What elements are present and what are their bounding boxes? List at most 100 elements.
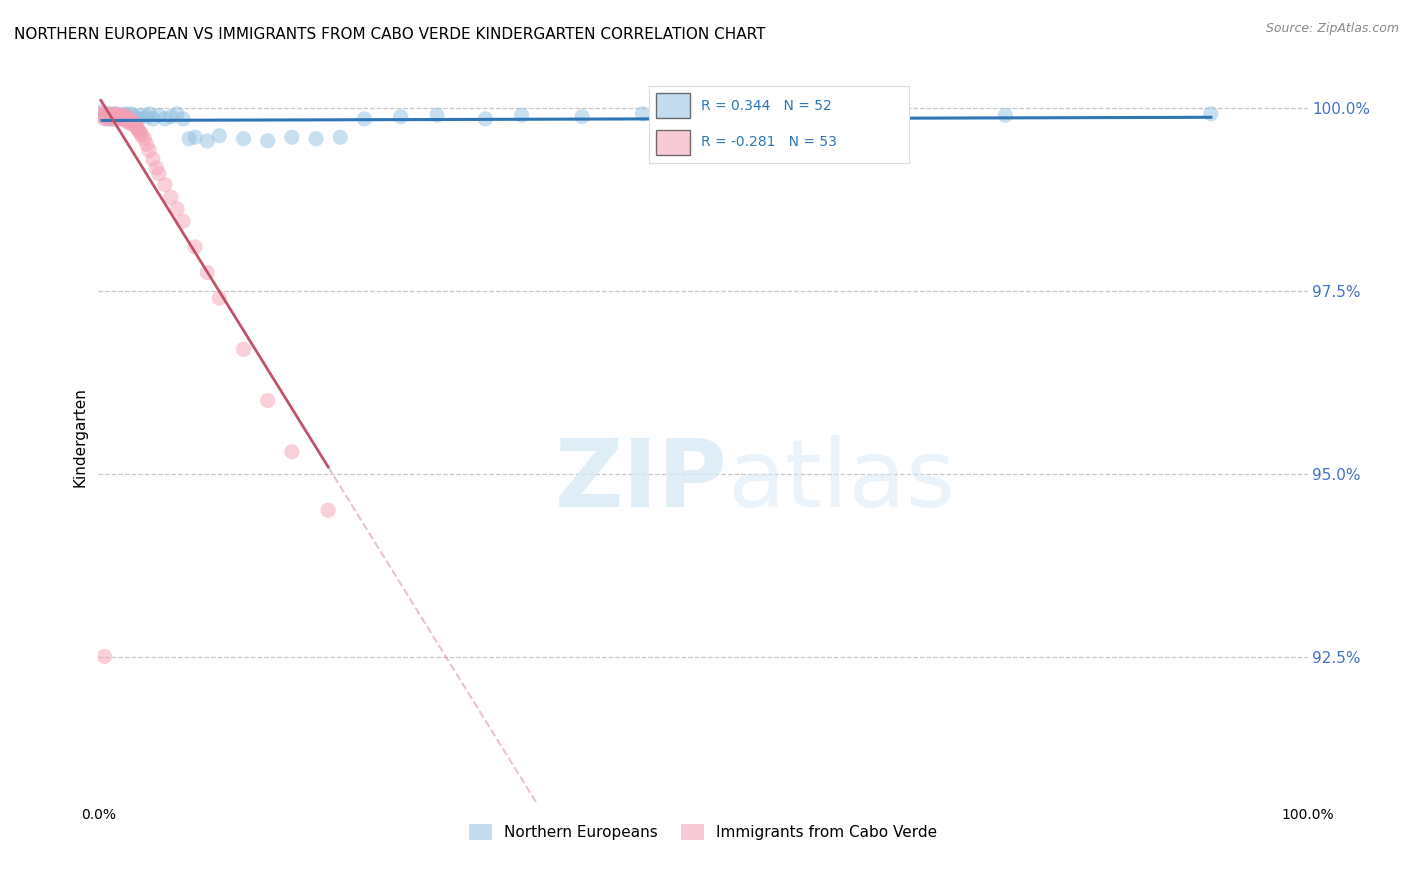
Point <box>281 130 304 145</box>
Point <box>97 110 120 124</box>
Point <box>631 107 654 121</box>
Point <box>98 107 121 121</box>
Point <box>142 112 165 126</box>
Point <box>105 112 128 126</box>
Point <box>160 110 183 124</box>
Point <box>94 108 117 122</box>
Point <box>316 503 339 517</box>
Point <box>96 107 118 121</box>
Point <box>114 112 136 126</box>
Point <box>134 131 156 145</box>
Point <box>160 190 183 204</box>
Point <box>100 108 122 122</box>
Point <box>100 108 122 122</box>
Point <box>90 107 112 121</box>
Point <box>96 112 118 126</box>
Point <box>208 128 231 143</box>
Point <box>91 104 114 119</box>
Legend: Northern Europeans, Immigrants from Cabo Verde: Northern Europeans, Immigrants from Cabo… <box>463 818 943 847</box>
Point <box>101 112 124 126</box>
Point <box>100 112 122 126</box>
Point <box>120 117 142 131</box>
Point <box>91 110 114 124</box>
Point <box>103 108 125 122</box>
Point <box>994 108 1017 122</box>
Point <box>111 108 134 122</box>
Point <box>114 107 136 121</box>
Point <box>692 108 714 122</box>
Point <box>153 112 176 126</box>
Point <box>117 110 139 124</box>
Point <box>131 128 153 143</box>
Point <box>208 291 231 305</box>
Point <box>93 649 115 664</box>
Point <box>127 123 149 137</box>
Point <box>107 108 129 122</box>
Point <box>108 110 131 124</box>
Point <box>124 117 146 131</box>
Text: atlas: atlas <box>727 435 956 527</box>
Point <box>104 110 127 124</box>
Point <box>129 127 152 141</box>
Point <box>98 112 121 126</box>
Point <box>128 124 150 138</box>
Text: ZIP: ZIP <box>554 435 727 527</box>
Point <box>232 131 254 145</box>
Point <box>101 110 124 124</box>
Point <box>110 108 132 122</box>
Point <box>118 108 141 122</box>
Point <box>474 112 496 126</box>
Point <box>118 112 141 126</box>
Point <box>93 112 115 126</box>
Point <box>184 130 207 145</box>
Point <box>172 112 194 126</box>
Point <box>389 110 412 124</box>
Point <box>148 108 170 122</box>
Point <box>103 107 125 121</box>
Point <box>118 115 141 129</box>
Point <box>111 110 134 124</box>
Point <box>1199 107 1222 121</box>
Point <box>108 110 131 124</box>
Y-axis label: Kindergarten: Kindergarten <box>72 387 87 487</box>
Point <box>121 114 143 128</box>
Point <box>426 108 449 122</box>
Point <box>329 130 352 145</box>
Point <box>195 265 218 279</box>
Point <box>166 202 188 216</box>
Point <box>124 110 146 124</box>
Point <box>305 131 328 145</box>
Point <box>125 119 148 133</box>
Point <box>104 108 127 122</box>
Point <box>108 112 131 126</box>
Point <box>179 131 201 145</box>
Point <box>184 240 207 254</box>
Point <box>145 161 167 175</box>
Point <box>120 107 142 121</box>
Text: NORTHERN EUROPEAN VS IMMIGRANTS FROM CABO VERDE KINDERGARTEN CORRELATION CHART: NORTHERN EUROPEAN VS IMMIGRANTS FROM CAB… <box>14 27 765 42</box>
Point <box>135 137 157 152</box>
Point <box>127 112 149 126</box>
Point <box>129 108 152 122</box>
Point <box>281 444 304 458</box>
Point <box>135 110 157 124</box>
Point <box>148 167 170 181</box>
Point <box>91 108 114 122</box>
Point <box>100 110 122 124</box>
Point <box>115 114 138 128</box>
Point <box>256 134 278 148</box>
Point <box>256 393 278 408</box>
Point <box>93 108 115 122</box>
Point <box>138 107 160 121</box>
Point <box>172 214 194 228</box>
Point <box>105 107 128 121</box>
Point <box>127 121 149 136</box>
Point <box>873 107 896 121</box>
Point <box>142 152 165 166</box>
Point <box>108 108 131 122</box>
Point <box>122 115 145 129</box>
Text: Source: ZipAtlas.com: Source: ZipAtlas.com <box>1265 22 1399 36</box>
Point <box>117 112 139 126</box>
Point <box>153 178 176 192</box>
Point <box>353 112 375 126</box>
